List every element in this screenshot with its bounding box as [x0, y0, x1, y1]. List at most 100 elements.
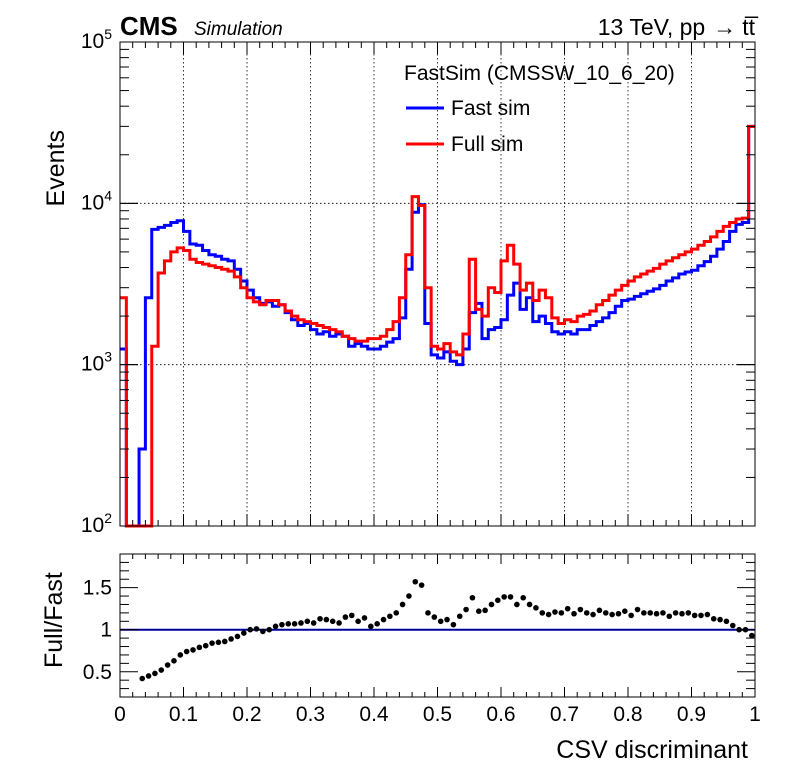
ratio-point: [501, 594, 507, 600]
top-series: [120, 124, 755, 528]
x-tick-label: 0.3: [296, 703, 325, 726]
ratio-point: [209, 640, 215, 646]
ratio-point: [634, 606, 641, 613]
ratio-point: [520, 594, 527, 601]
ratio-point: [234, 633, 241, 640]
energy-process-label: 13 TeV, pp → tt̅: [598, 14, 759, 40]
y-tick-label-base: 10: [81, 353, 104, 376]
ratio-point: [177, 652, 184, 658]
ratio-point: [145, 673, 152, 679]
ratio-point: [221, 638, 228, 645]
ratio-point: [469, 594, 476, 601]
ratio-point: [279, 621, 285, 628]
ratio-point: [412, 578, 419, 585]
ratio-point: [679, 610, 685, 617]
ratio-point: [495, 597, 501, 604]
ratio-point: [583, 610, 590, 616]
ratio-point: [526, 601, 533, 608]
ratio-point: [482, 607, 488, 614]
ratio-point: [622, 608, 628, 614]
ratio-y-tick-label: 1: [100, 619, 112, 642]
ratio-point: [164, 662, 171, 668]
ratio-point: [387, 613, 393, 620]
process-arrow: →: [713, 14, 736, 40]
ratio-point: [672, 610, 679, 616]
legend-header: FastSim (CMSSW_10_6_20): [404, 62, 675, 85]
ratio-point: [456, 613, 463, 620]
ratio-point: [393, 610, 400, 616]
x-tick-label: 0.9: [677, 703, 706, 726]
ratio-point: [260, 628, 266, 635]
ratio-point: [545, 611, 552, 618]
y-tick-label: 104: [81, 187, 112, 214]
ratio-point: [717, 616, 723, 623]
y-tick-label-exponent: 5: [104, 26, 112, 42]
process-text: tt̅: [742, 14, 758, 40]
ratio-point: [215, 639, 222, 646]
ratio-point: [431, 614, 438, 620]
x-tick-label: 0.8: [613, 703, 642, 726]
ratio-point: [564, 605, 571, 612]
x-tick-labels: 0 0.1 0.2 0.3 0.4 0.5 0.6 0.7 0.8 0.9 1: [114, 703, 761, 726]
ratio-point: [190, 647, 196, 653]
ratio-point: [641, 610, 647, 616]
ratio-point: [514, 601, 520, 608]
top-grid: [120, 42, 755, 526]
ratio-point: [488, 601, 495, 608]
y-tick-label-base: 10: [81, 514, 104, 537]
ratio-point: [368, 623, 374, 630]
ratio-point: [342, 614, 349, 620]
y-tick-label: 105: [81, 26, 112, 53]
ratio-point: [533, 605, 539, 611]
y-tick-label-exponent: 2: [104, 510, 112, 526]
ratio-point: [552, 609, 558, 615]
ratio-point: [171, 658, 177, 664]
ratio-point: [241, 630, 247, 636]
top-ticks: [119, 41, 756, 527]
ratio-point: [450, 621, 457, 628]
ratio-ytick-labels: 0.5 1 1.5: [83, 577, 112, 684]
ratio-point: [406, 593, 412, 599]
ratio-point: [152, 670, 158, 677]
status-label: Simulation: [194, 19, 283, 40]
ratio-point: [355, 618, 361, 625]
y-tick-label-base: 10: [81, 191, 104, 214]
ratio-point: [749, 632, 755, 639]
ratio-point: [463, 606, 469, 613]
ratio-point: [704, 611, 711, 618]
ratio-point: [723, 618, 730, 625]
ratio-point: [323, 616, 330, 623]
ratio-frame: [119, 553, 756, 698]
x-tick-label: 0: [114, 703, 126, 726]
ratio-point: [317, 615, 323, 622]
x-tick-label: 0.7: [550, 703, 579, 726]
ratio-point: [685, 610, 692, 616]
ratio-y-tick-label: 0.5: [83, 661, 112, 684]
ratio-point: [615, 610, 622, 617]
ratio-point: [475, 608, 482, 614]
energy-text: 13 TeV, pp: [598, 14, 705, 40]
series-line-fast-sim: [120, 124, 755, 528]
y-tick-label-base: 10: [81, 30, 104, 53]
ratio-point: [228, 636, 234, 642]
y-tick-label: 103: [81, 349, 112, 376]
x-axis-title: CSV discriminant: [556, 736, 748, 764]
ratio-point: [285, 621, 292, 627]
ratio-point: [310, 620, 317, 626]
ratio-point: [298, 620, 304, 626]
ratio-point: [272, 623, 279, 630]
ratio-point: [596, 607, 603, 614]
ratio-points: [139, 578, 755, 682]
ratio-ticks: [119, 554, 756, 697]
ratio-point: [139, 675, 146, 682]
x-tick-label: 0.2: [232, 703, 261, 726]
legend-fast-label: Fast sim: [451, 97, 530, 120]
y-tick-label-exponent: 3: [104, 349, 112, 365]
ratio-point: [336, 620, 342, 626]
ratio-point: [247, 626, 253, 633]
x-tick-label: 0.1: [169, 703, 198, 726]
x-tick-label: 1: [749, 703, 761, 726]
ratio-point: [647, 610, 654, 616]
